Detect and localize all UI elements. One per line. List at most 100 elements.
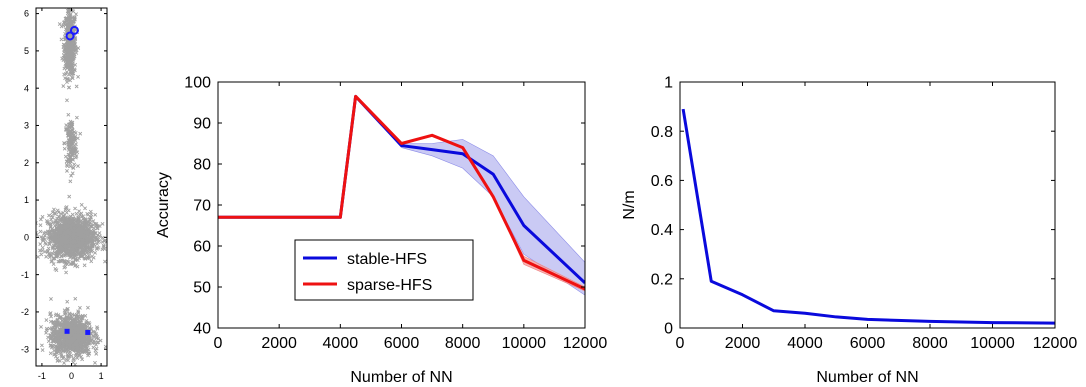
scatter-point (48, 319, 53, 324)
y-tick-label: 90 (193, 116, 211, 133)
scatter-point (79, 234, 84, 238)
ratio-panel: 0 2000 4000 6000 8000 10000 12000 0 0.2 0.4 0.6 0.8… (621, 75, 1077, 386)
scatter-point (84, 347, 89, 351)
scatter-point (59, 37, 64, 42)
scatter-point (71, 237, 76, 242)
scatter-point (88, 247, 93, 251)
scatter-point (62, 141, 67, 146)
x-tick-label: 12000 (1033, 335, 1078, 352)
x-tick-label: 10000 (502, 335, 547, 352)
y-tick-label: 5 (24, 46, 29, 56)
scatter-point (51, 220, 55, 225)
scatter-point (65, 11, 70, 16)
highlight-star-marker (64, 328, 70, 334)
scatter-point (67, 220, 72, 225)
scatter-point (69, 226, 74, 231)
legend: stable-HFS sparse-HFS (294, 239, 474, 301)
scatter-point (67, 334, 72, 339)
scatter-point (56, 313, 61, 317)
scatter-point (82, 332, 86, 337)
scatter-point (64, 163, 69, 167)
scatter-point (55, 317, 60, 322)
scatter-point (72, 322, 77, 327)
scatter-point (68, 158, 73, 163)
scatter-point (77, 212, 82, 217)
scatter-point (71, 222, 76, 227)
scatter-point (68, 316, 73, 321)
x-tick-label: 2000 (261, 335, 297, 352)
scatter-point (60, 258, 65, 263)
scatter-point (48, 225, 53, 230)
scatter-point (67, 24, 72, 29)
scatter-point (76, 164, 80, 168)
scatter-point (86, 339, 91, 343)
scatter-point (52, 230, 57, 234)
scatter-point (40, 214, 45, 219)
scatter-point (54, 268, 59, 273)
scatter-point (53, 330, 58, 335)
y-tick-label: 50 (193, 280, 211, 297)
scatter-point (74, 84, 79, 89)
scatter-point (70, 131, 74, 136)
scatter-point (73, 253, 77, 258)
scatter-point (91, 228, 96, 233)
scatter-point (91, 334, 96, 339)
scatter-point (101, 244, 106, 249)
scatter-point (60, 241, 65, 246)
ratio-y-axis-label: N/m (621, 190, 638, 219)
scatter-point (45, 221, 50, 226)
x-tick-label: -1 (38, 371, 46, 381)
y-tick-label: 0 (24, 232, 29, 242)
scatter-point (45, 249, 50, 253)
scatter-point (78, 222, 83, 227)
scatter-point (62, 225, 67, 230)
scatter-point (94, 247, 99, 251)
scatter-point (61, 341, 66, 346)
scatter-point (59, 24, 64, 29)
x-tick-label: 1 (99, 371, 104, 381)
scatter-point (57, 234, 62, 239)
scatter-point (69, 1, 72, 4)
scatter-point (52, 348, 56, 353)
scatter-point (69, 327, 74, 332)
scatter-point (66, 223, 71, 228)
scatter-point (83, 206, 87, 211)
scatter-point (74, 237, 79, 242)
scatter-point (65, 235, 70, 239)
scatter-point (87, 250, 92, 255)
scatter-point (91, 219, 96, 224)
scatter-point (53, 344, 58, 349)
scatter-point (59, 331, 64, 336)
scatter-point (67, 50, 72, 54)
y-tick-label: 2 (24, 158, 29, 168)
scatter-point (69, 324, 74, 329)
scatter-point (36, 232, 39, 237)
x-tick-label: 2000 (725, 335, 761, 352)
y-tick-label: 3 (24, 121, 29, 131)
x-tick-label: 12000 (563, 335, 608, 352)
scatter-point (95, 325, 99, 330)
scatter-point (94, 351, 99, 356)
scatter-point (39, 252, 44, 257)
scatter-point (54, 349, 59, 354)
scatter-point (93, 360, 97, 365)
highlight-star-marker (85, 329, 91, 335)
scatter-point (67, 152, 72, 157)
scatter-point (76, 367, 79, 370)
x-tick-label: 10000 (970, 335, 1015, 352)
scatter-point (67, 125, 72, 130)
scatter-point (65, 54, 70, 58)
scatter-point (84, 246, 89, 251)
scatter-point (68, 337, 73, 342)
scatter-point (60, 237, 65, 242)
scatter-point (81, 214, 86, 219)
scatter-point (66, 243, 71, 247)
scatter-point (89, 247, 94, 252)
scatter-point (78, 244, 83, 249)
x-tick-label: 6000 (384, 335, 420, 352)
scatter-point (54, 323, 58, 328)
scatter-point (70, 2, 73, 5)
scatter-points (36, 1, 107, 370)
scatter-point (62, 265, 67, 270)
